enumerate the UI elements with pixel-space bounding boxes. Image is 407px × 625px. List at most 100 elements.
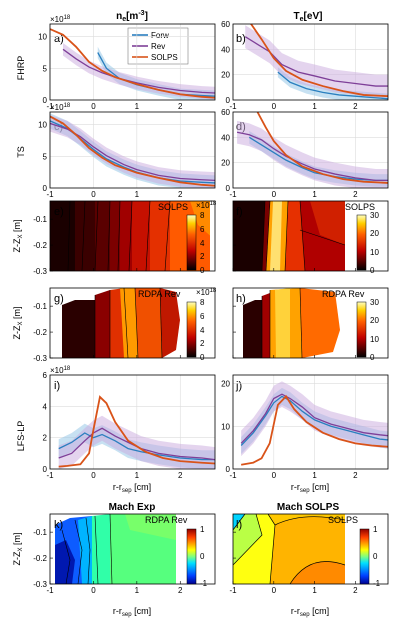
cbar-f-tick-3: 0: [370, 266, 375, 275]
x-tick-label: 0: [91, 102, 96, 111]
xlabel-l: r-rsep [cm]: [291, 606, 329, 618]
cbar-g-tick-1: 6: [200, 312, 205, 321]
x-tick-label: 1: [312, 190, 317, 199]
cbar-g-tick-4: 0: [200, 353, 205, 362]
series-line-solps: [58, 395, 215, 468]
cbar-k-tick-1: 0: [200, 552, 205, 561]
row-label-fhrp: FHRP: [16, 56, 26, 81]
panel-letter-j: j): [235, 380, 242, 392]
xlabel-j: r-rsep [cm]: [291, 482, 329, 494]
y-tick-label: 10: [38, 121, 47, 130]
legend-label-solps: SOLPS: [151, 53, 178, 62]
series-line-forw: [277, 71, 388, 100]
row-label-zz-k: Z-ZX [m]: [12, 532, 24, 565]
x-tick-label: 1: [135, 471, 140, 480]
y-tick-label: 2: [43, 434, 48, 443]
panel-e: [50, 201, 215, 271]
map-y-tick-label: -0.3: [33, 580, 47, 589]
plot-area-a: [50, 28, 215, 100]
panel-letter-e: e): [54, 206, 64, 218]
axes-frame-j: [232, 374, 389, 470]
legend: Forw Rev SOLPS: [127, 27, 189, 65]
cbar-k-tick-2: -1: [200, 579, 208, 588]
colorbar-g: [186, 301, 197, 358]
map-axes-e: -0.1 -0.2 -0.3: [33, 215, 181, 276]
y-tick-label: 10: [38, 33, 47, 42]
map-title-l: Mach SOLPS: [277, 502, 340, 513]
cbar-f-tick-1: 20: [370, 229, 379, 238]
y-tick-label: 0: [43, 96, 48, 105]
axes-frame-d: [232, 111, 389, 189]
y-tick-label: 4: [43, 402, 48, 411]
tag-k: RDPA Rev: [145, 515, 188, 525]
row-label-zz-e: Z-ZX [m]: [12, 219, 24, 252]
colorbar-l: [359, 528, 370, 585]
y-tick-label: 5: [43, 64, 48, 73]
x-tick-label: 2: [353, 102, 358, 111]
panel-k-frame: [49, 513, 216, 585]
panel-letter-b: b): [236, 33, 246, 45]
axes-frame-a: [49, 23, 216, 101]
y-tick-label: 20: [221, 159, 230, 168]
y-tick-label: 0: [226, 184, 231, 193]
series-line-rev: [240, 393, 388, 444]
cbar-l-tick-2: -1: [373, 579, 381, 588]
panel-g-frame: [49, 287, 216, 359]
tag-g: RDPA Rev: [138, 289, 181, 299]
map-y-tick-label: -0.3: [33, 267, 47, 276]
x-tick-label: 2: [178, 102, 183, 111]
exponent-label: ×1018: [50, 103, 71, 112]
map-x-tick-label: 0: [91, 586, 96, 595]
x-tick-label: 0: [272, 190, 277, 199]
colorbar-e: [186, 214, 197, 271]
cbar-f-tick-0: 30: [370, 211, 379, 220]
y-tick-label: 0: [43, 184, 48, 193]
y-tick-label: 60: [221, 108, 230, 117]
cbar-h-tick-3: 0: [370, 353, 375, 362]
panel-l-frame: [232, 513, 389, 585]
cbar-f-tick-2: 10: [370, 248, 379, 257]
map-x-tick-label: 0: [272, 586, 277, 595]
y-tick-label: 0: [43, 465, 48, 474]
xlabel-i: r-rsep [cm]: [113, 482, 151, 494]
cbar-e-tick-4: 0: [200, 266, 205, 275]
tag-e: SOLPS: [158, 202, 188, 212]
plot-area-j: [240, 381, 388, 466]
map-x-tick-label: 2: [178, 586, 183, 595]
x-tick-label: -1: [46, 102, 54, 111]
colorbar-k: [186, 528, 197, 585]
series-line-rev: [244, 36, 388, 87]
cbar-e-tick-2: 4: [200, 239, 205, 248]
legend-label-rev: Rev: [151, 42, 165, 51]
map-axes-g: -0.1 -0.2 -0.3: [33, 302, 181, 363]
x-tick-label: 0: [272, 471, 277, 480]
panel-f-frame: [232, 200, 389, 272]
cbar-e-tick-1: 6: [200, 225, 205, 234]
cbar-h-tick-0: 30: [370, 298, 379, 307]
xlabel-k: r-rsep [cm]: [113, 606, 151, 618]
x-tick-label: -1: [229, 471, 237, 480]
band-rev: [245, 25, 388, 98]
series-line-rev: [58, 427, 215, 461]
map-axes-l: -1 0 1 2: [229, 531, 358, 595]
x-tick-label: -1: [229, 102, 237, 111]
panel-letter-a: a): [54, 33, 64, 45]
y-tick-label: 20: [221, 71, 230, 80]
band-rev: [50, 115, 215, 188]
y-tick-label: 5: [43, 152, 48, 161]
panel-h-frame: [232, 287, 389, 359]
map-x-tick-label: 1: [135, 586, 140, 595]
series-line-forw: [58, 432, 215, 461]
cbar-e-tick-0: 8: [200, 211, 205, 220]
panel-letter-k: k): [54, 519, 63, 531]
cbar-h-tick-2: 10: [370, 335, 379, 344]
x-tick-label: 0: [272, 102, 277, 111]
x-tick-label: -1: [229, 190, 237, 199]
map-x-tick-label: -1: [46, 586, 54, 595]
cbar-l-tick-1: 0: [373, 552, 378, 561]
